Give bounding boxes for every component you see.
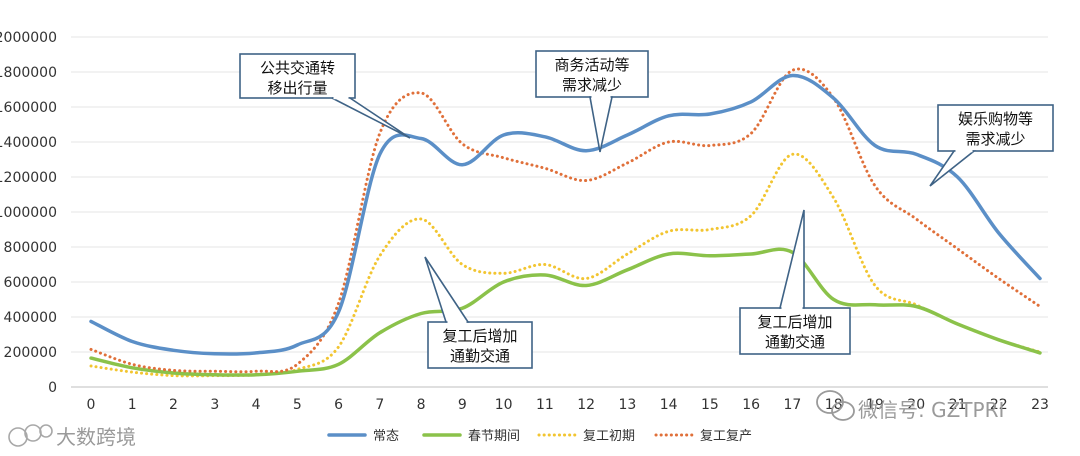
x-tick-label: 3: [210, 397, 219, 413]
watermark-right-text: 微信号: GZTPRI: [858, 398, 1004, 422]
x-tick-label: 5: [293, 397, 302, 413]
callout-text-line: 公共交通转: [260, 59, 335, 77]
callouts: 公共交通转移出行量商务活动等需求减少娱乐购物等需求减少复工后增加通勤交通复工后增…: [239, 50, 1054, 369]
x-tick-label: 15: [701, 397, 719, 413]
callout-text-line: 移出行量: [267, 79, 327, 97]
x-tick-label: 1: [128, 397, 137, 413]
watermark-left-text: 大数跨境: [56, 425, 136, 449]
legend-item-0: 常态: [327, 429, 399, 444]
legend-label: 春节期间: [468, 429, 520, 444]
x-tick-label: 12: [577, 397, 595, 413]
callout-box: [239, 53, 356, 99]
series-line-3: [89, 67, 1042, 374]
x-tick-label: 9: [458, 397, 467, 413]
legend-item-2: 复工初期: [537, 429, 635, 444]
callout-text-line: 通勤交通: [765, 333, 825, 351]
x-tick-label: 7: [375, 397, 384, 413]
x-tick-label: 10: [495, 397, 513, 413]
watermark-right: 微信号: GZTPRI: [816, 390, 1004, 422]
callout-box: [427, 321, 533, 369]
x-tick-label: 14: [660, 397, 678, 413]
y-tick-label: 800000: [4, 240, 57, 256]
y-tick-label: 1800000: [0, 65, 57, 81]
x-tick-label: 4: [252, 397, 261, 413]
legend-label: 常态: [373, 429, 399, 444]
wechat-icon: [816, 390, 855, 421]
x-tick-label: 20: [907, 397, 925, 413]
y-tick-label: 200000: [4, 345, 57, 361]
y-tick-label: 2000000: [0, 30, 57, 46]
y-tick-label: 1600000: [0, 100, 57, 116]
callout-text-line: 复工后增加: [757, 313, 832, 331]
y-axis-ticks: 0 200000 400000 600000 800000 1000000 1200000 1…: [0, 30, 57, 396]
series-line-2: [89, 152, 1042, 378]
callout-pointer: [778, 209, 805, 309]
y-tick-label: 600000: [4, 275, 57, 291]
x-tick-label: 19: [866, 397, 884, 413]
bubble-logo-icon: [8, 424, 53, 447]
legend-item-3: 复工复产: [654, 429, 752, 444]
callout-text-line: 复工后增加: [442, 327, 517, 345]
x-tick-label: 11: [536, 397, 554, 413]
legend-item-1: 春节期间: [422, 429, 520, 444]
x-tick-label: 13: [618, 397, 636, 413]
callout-text-line: 通勤交通: [450, 347, 510, 365]
y-tick-label: 1400000: [0, 135, 57, 151]
y-tick-label: 1000000: [0, 205, 57, 221]
watermark-left: 大数跨境: [8, 424, 136, 449]
y-tick-label: 0: [48, 380, 57, 396]
legend: 常态 春节期间 复工初期 复工复产: [327, 429, 752, 444]
legend-label: 复工复产: [700, 429, 752, 444]
y-tick-label: 1200000: [0, 170, 57, 186]
callout-text-line: 需求减少: [562, 76, 622, 94]
x-tick-label: 17: [784, 397, 802, 413]
callout-pointer: [331, 97, 411, 139]
callout-text-line: 娱乐购物等: [958, 110, 1033, 128]
y-tick-label: 400000: [4, 310, 57, 326]
callout-pointer: [929, 150, 977, 187]
callout-box: [937, 104, 1054, 152]
x-tick-label: 23: [1031, 397, 1049, 413]
series-line-0: [89, 73, 1042, 356]
series-lines: [89, 67, 1042, 378]
x-tick-label: 0: [87, 397, 96, 413]
x-tick-label: 16: [742, 397, 760, 413]
callout-text-line: 商务活动等: [554, 56, 629, 74]
x-tick-label: 22: [990, 397, 1008, 413]
x-tick-label: 8: [417, 397, 426, 413]
x-tick-label: 21: [949, 397, 967, 413]
grid-lines: [71, 36, 1048, 388]
x-tick-label: 6: [334, 397, 343, 413]
legend-label: 复工初期: [583, 429, 635, 444]
callout-box: [535, 50, 649, 98]
x-axis-ticks: 0 1 2 3 4 5 6 7 8 9 10 11 12 13 14 15 16 17 18 19 20 21 22 23: [87, 397, 1049, 413]
callout-text-line: 需求减少: [965, 130, 1025, 148]
x-tick-label: 2: [169, 397, 178, 413]
series-line-1: [89, 247, 1042, 377]
